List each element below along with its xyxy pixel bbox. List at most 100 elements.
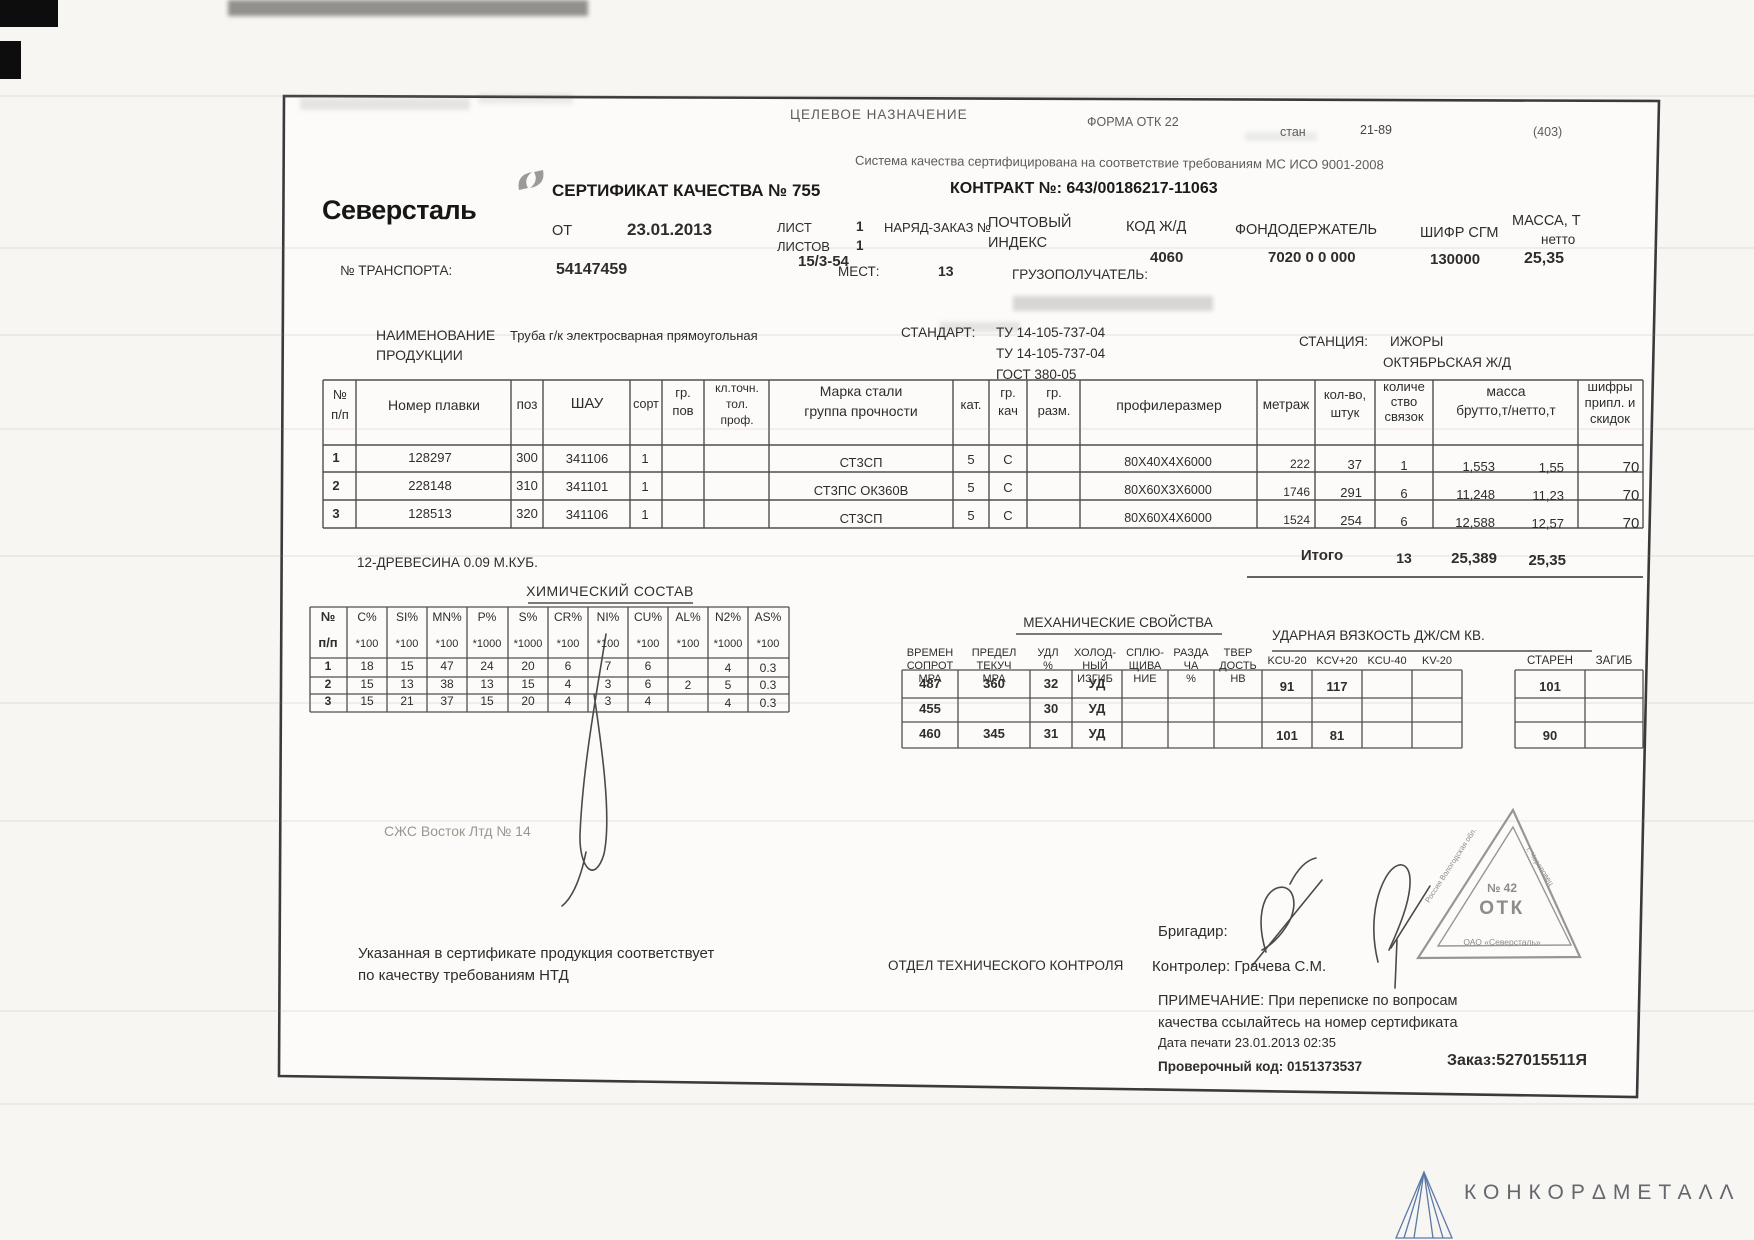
mt-h-shau: ШАУ [570,395,604,412]
cell: 4 [564,694,572,708]
note-line-2: качества ссылайтесь на номер сертификата [1158,1015,1458,1031]
from-label: ОТ [552,223,573,239]
mt-h-bund2: ство [1390,394,1418,409]
totals-gross: 25,389 [1451,550,1497,567]
ghost-text-smudge [478,94,573,104]
mt-h-mass2: брутто,т/нетто,т [1456,403,1556,418]
cell: 128297 [408,450,452,465]
cell: 1,55 [1538,460,1564,475]
mt-h-gr: гр. [675,385,691,400]
scanline [0,247,1754,249]
mech-title: МЕХАНИЧЕСКИЕ СВОЙСТВА [1023,615,1213,630]
cell: 12,57 [1531,516,1564,531]
impact-h: KCU-40 [1367,655,1407,667]
controller-label: Контролер: Грачева С.М. [1152,958,1327,975]
cell: 2 [324,677,332,691]
cell: 1 [641,507,649,522]
cell: 2 [684,678,692,692]
mech-h: НИЕ [1133,673,1157,685]
netto-label: нетто [1541,232,1576,247]
transport-value: 54147459 [556,261,628,278]
station-value-2: ОКТЯБРЬСКАЯ Ж/Д [1383,355,1511,370]
order-value: 15/3-54 [798,253,849,270]
chem-mult: *1000 [713,638,743,650]
mt-h-kl2: тол. [725,397,749,411]
scanline [0,1103,1754,1105]
cell: 310 [516,478,538,493]
cell: 70 [1622,515,1640,532]
document-border [277,94,1661,1099]
ghost-text-smudge [1245,132,1317,141]
contract-number: КОНТРАКТ №: 643/00186217-11063 [950,180,1218,197]
cell: 6 [1400,514,1408,529]
mt-h-code3: скидок [1590,411,1630,426]
cell: 5 [967,452,975,467]
scanline [0,702,1754,704]
chem-mult: *100 [395,638,419,650]
chem-symbol: CR% [553,610,583,624]
mech-h: ТЕКУЧ [976,660,1012,672]
cell: 81 [1329,728,1345,743]
cell: 341101 [565,479,609,494]
cell: 101 [1276,728,1298,743]
redaction-smudge [1013,296,1213,311]
chem-mult: *100 [435,638,459,650]
cell: 31 [1043,726,1059,741]
cell: 4 [644,694,652,708]
cell: 90 [1542,728,1558,743]
cell: 32 [1043,676,1059,691]
mt-h-pos: поз [516,397,538,412]
cell: 2 [332,478,340,493]
certificate-date: 23.01.2013 [627,220,713,239]
cell: 5 [967,508,975,523]
stan-label: стан [1280,125,1306,139]
scanline [0,1010,1754,1012]
redaction-smudge [940,322,1020,332]
impact-h: KV-20 [1422,655,1452,667]
cell: 24 [480,659,494,673]
chem-mult: *100 [676,638,700,650]
totals-net: 25,35 [1528,552,1566,569]
cell: 13 [400,677,414,691]
mt-h-bund1: количе [1383,379,1425,394]
cell: 18 [360,659,374,673]
chem-title: ХИМИЧЕСКИЙ СОСТАВ [526,583,694,599]
concord-logo-icon [1395,1170,1453,1239]
cell: 38 [440,677,454,691]
cell: 15 [521,677,535,691]
mt-h-kat: кат. [960,397,982,412]
cell: 341106 [565,451,609,466]
mech-h: ДОСТЬ [1219,660,1257,672]
cell: С [1003,480,1013,495]
mt-h-grr2: разм. [1037,403,1071,418]
cell: УД [1088,701,1106,716]
staren-h: СТАРЕН [1527,655,1573,667]
chem-symbol: S% [518,610,538,624]
cell: 15 [400,659,414,673]
mt-h-mark2: группа прочности [804,403,918,419]
cell: 3 [604,677,612,691]
cell: 4 [724,661,732,675]
mt-h-metr: метраж [1262,397,1310,412]
mt-h-code1: шифры [1587,379,1633,394]
cell: 128513 [408,506,452,521]
mech-h: УДЛ [1037,647,1059,659]
cell: 254 [1340,513,1362,528]
form-label: ФОРМА ОТК 22 [1087,115,1179,129]
mech-h: ХОЛОД- [1073,647,1117,659]
mech-h: % [1186,673,1196,685]
scanline [0,820,1754,822]
cell: 1 [641,479,649,494]
chem-mult: *100 [756,638,780,650]
cell: 0.3 [759,661,777,675]
cipher-value: 130000 [1430,251,1481,268]
severstal-logo-icon [518,170,544,190]
check-code: Проверочный код: 0151373537 [1158,1059,1363,1074]
product-name-label-2: ПРОДУКЦИИ [376,347,463,363]
cell: 3 [604,694,612,708]
cell: 455 [919,701,941,716]
cell: 228148 [408,478,452,493]
mech-h: % [1043,660,1053,672]
